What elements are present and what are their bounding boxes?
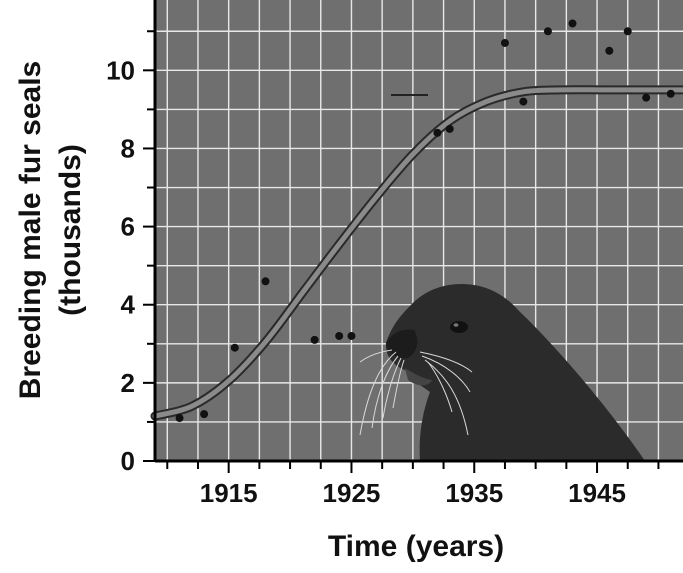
- seal-snout-shade: [386, 329, 418, 359]
- data-point: [519, 97, 528, 106]
- data-point: [335, 331, 344, 340]
- data-point: [445, 124, 454, 133]
- data-point: [623, 27, 632, 36]
- data-point: [543, 27, 552, 36]
- data-point: [433, 128, 442, 137]
- data-point: [605, 46, 614, 55]
- y-axis: 0 2 4 6 8 10: [106, 0, 157, 476]
- x-axis: 1915 1925 1935 1945: [155, 459, 683, 508]
- y-tick-label: 10: [106, 55, 135, 85]
- data-point: [175, 414, 184, 423]
- growth-curve: [150, 85, 683, 421]
- data-point: [642, 93, 651, 102]
- seal-eye: [450, 321, 468, 333]
- data-points: [175, 19, 675, 423]
- data-point: [230, 343, 239, 352]
- x-tick-label: 1915: [200, 478, 258, 508]
- y-axis-title-line1: Breeding male fur seals: [14, 61, 47, 399]
- y-tick-label: 6: [121, 212, 135, 242]
- y-axis-title: Breeding male fur seals (thousands): [14, 61, 87, 399]
- x-tick-label: 1925: [323, 478, 381, 508]
- y-tick-label: 2: [121, 368, 135, 398]
- y-tick-label: 4: [121, 290, 136, 320]
- data-point: [310, 335, 319, 344]
- y-tick-label: 8: [121, 133, 135, 163]
- seal-whiskers: [359, 349, 473, 436]
- data-point: [666, 89, 675, 98]
- seal-illustration: [359, 284, 645, 461]
- seal-eye-highlight: [453, 323, 459, 327]
- x-tick-label: 1935: [445, 478, 503, 508]
- y-tick-label: 0: [121, 446, 135, 476]
- data-point: [568, 19, 577, 28]
- data-point: [200, 410, 209, 419]
- data-point: [261, 277, 270, 286]
- growth-curve-line: [152, 87, 683, 419]
- x-axis-title: Time (years): [328, 530, 504, 563]
- x-tick-label: 1945: [568, 478, 626, 508]
- data-point: [347, 331, 356, 340]
- data-point: [500, 38, 509, 47]
- seal-mouth: [405, 368, 432, 386]
- plot-background: [155, 0, 683, 461]
- y-axis-title-line2: (thousands): [54, 144, 87, 316]
